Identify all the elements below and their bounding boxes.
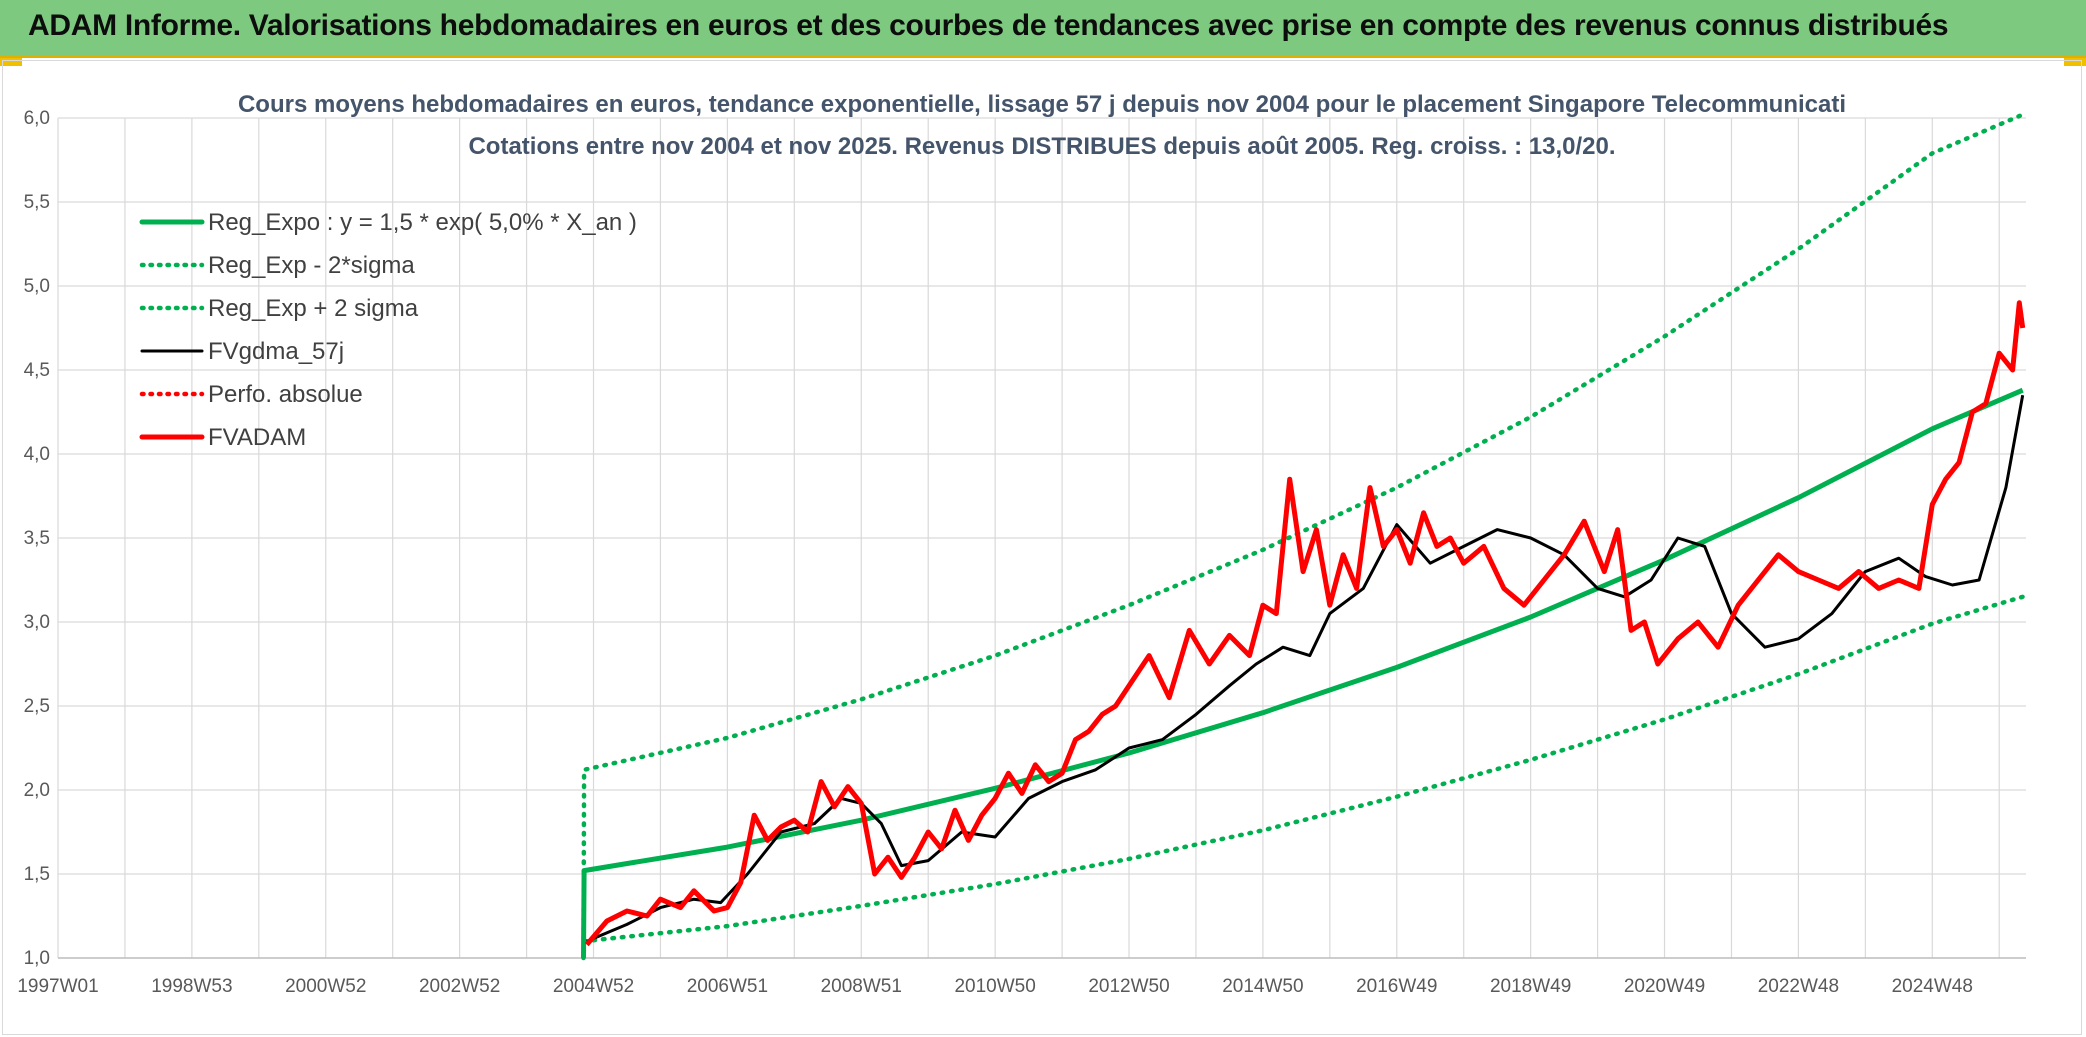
chart-grid (57, 117, 2026, 959)
x-tick-label: 2004W52 (553, 976, 634, 997)
y-tick-label: 2,0 (24, 780, 50, 801)
x-tick-label: 2022W48 (1758, 976, 1839, 997)
y-tick-label: 3,5 (24, 528, 50, 549)
legend-label: FVADAM (208, 424, 306, 451)
x-tick-label: 2006W51 (687, 976, 768, 997)
legend-label: Perfo. absolue (208, 381, 363, 408)
y-tick-label: 6,0 (24, 108, 50, 129)
x-tick-label: 2008W51 (821, 976, 902, 997)
y-tick-label: 2,5 (24, 696, 50, 717)
series-line-2 (581, 112, 2025, 961)
x-tick-label: 2016W49 (1356, 976, 1437, 997)
report-header: ADAM Informe. Valorisations hebdomadaire… (0, 0, 2086, 58)
y-tick-label: 1,0 (24, 948, 50, 969)
y-tick-label: 3,0 (24, 612, 50, 633)
y-tick-label: 4,5 (24, 360, 50, 381)
x-axis-ticks: 1997W01 1998W53 2000W52 2002W52 2004W52 2006W… (17, 976, 1973, 997)
x-tick-label: 2000W52 (285, 976, 366, 997)
corner-decoration-left (0, 58, 22, 66)
chart-legend: Reg_Expo : y = 1,5 * exp( 5,0% * X_an ) R… (139, 209, 637, 451)
x-tick-label: 2020W49 (1624, 976, 1705, 997)
chart-title-line-1: Cours moyens hebdomadaires en euros, ten… (238, 91, 1846, 118)
legend-label: Reg_Exp - 2*sigma (208, 252, 415, 279)
series-line-1 (581, 594, 2025, 944)
chart-frame (2, 60, 2082, 1035)
x-tick-label: 2014W50 (1222, 976, 1303, 997)
legend-label: Reg_Expo : y = 1,5 * exp( 5,0% * X_an ) (208, 209, 637, 236)
chart-title-line-2: Cotations entre nov 2004 et nov 2025. Re… (468, 133, 1615, 160)
x-tick-label: 2002W52 (419, 976, 500, 997)
y-tick-label: 5,0 (24, 276, 50, 297)
x-tick-label: 2012W50 (1088, 976, 1169, 997)
x-tick-label: 2024W48 (1892, 976, 1973, 997)
y-tick-label: 5,5 (24, 192, 50, 213)
x-tick-label: 1997W01 (17, 976, 98, 997)
legend-label: Reg_Exp + 2 sigma (208, 295, 419, 322)
series-line-3 (586, 394, 2025, 943)
chart-series (581, 112, 2026, 961)
x-tick-label: 1998W53 (151, 976, 232, 997)
y-tick-label: 1,5 (24, 864, 50, 885)
corner-decoration-right (2064, 58, 2086, 66)
series-line-5 (584, 300, 2026, 947)
x-tick-label: 2010W50 (954, 976, 1035, 997)
y-axis-ticks: 1,0 1,5 2,0 2,5 3,0 3,5 4,0 4,5 5,0 5,5 6,0 (24, 108, 50, 969)
report-title: ADAM Informe. Valorisations hebdomadaire… (28, 9, 1949, 42)
y-tick-label: 4,0 (24, 444, 50, 465)
x-tick-label: 2018W49 (1490, 976, 1571, 997)
series-line-0 (581, 387, 2024, 959)
legend-label: FVgdma_57j (208, 338, 344, 365)
